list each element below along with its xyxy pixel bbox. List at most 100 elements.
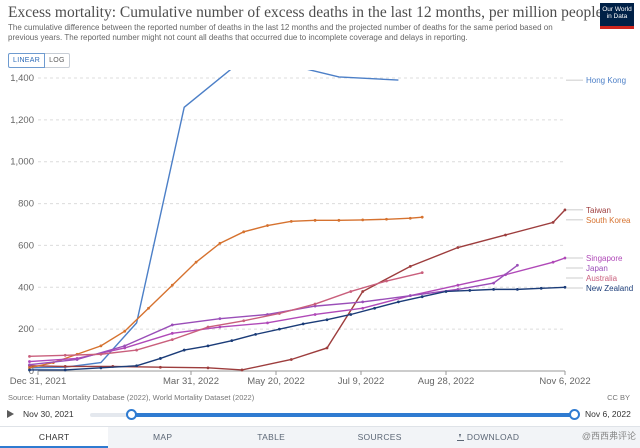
logo-line-1: Our World (602, 6, 632, 13)
data-point (563, 208, 567, 212)
x-tick-label: Aug 28, 2022 (418, 376, 475, 387)
line-chart: 0 200 400 600 800 1,000 1,200 1,400 Dec 31, 2021… (10, 70, 633, 387)
bottom-tab-bar: CHART MAP TABLE SOURCES DOWNLOAD (0, 426, 640, 448)
scale-toggle: LINEAR LOG (8, 53, 70, 68)
data-point (242, 319, 246, 323)
legend-label-new-zealand: New Zealand (586, 284, 633, 293)
owid-logo[interactable]: Our World in Data (600, 3, 634, 29)
data-point (301, 322, 305, 326)
series-line-new-zealand (29, 286, 566, 371)
data-point (289, 358, 293, 361)
chart-header: Excess mortality: Cumulative number of e… (8, 4, 603, 43)
data-point (420, 295, 424, 299)
data-point (444, 290, 448, 293)
timeline-end-date[interactable]: Nov 6, 2022 (585, 409, 631, 419)
data-point (456, 287, 460, 291)
data-point (349, 313, 353, 316)
data-point (278, 327, 281, 331)
data-point (99, 352, 103, 356)
license-link[interactable]: CC BY (607, 393, 630, 402)
data-point (218, 317, 222, 321)
legend-label-japan: Japan (586, 264, 608, 273)
data-point (563, 285, 567, 289)
data-point (170, 338, 174, 342)
data-point (218, 325, 222, 329)
tab-map[interactable]: MAP (108, 427, 216, 448)
data-point (516, 263, 519, 267)
data-point (123, 346, 127, 350)
log-scale-button[interactable]: LOG (45, 53, 70, 68)
data-point (349, 290, 353, 293)
play-icon[interactable] (7, 410, 14, 418)
data-point (28, 366, 31, 370)
tab-chart[interactable]: CHART (0, 427, 109, 448)
data-point (397, 300, 400, 304)
chart-title: Excess mortality: Cumulative number of e… (8, 4, 603, 21)
data-point (147, 306, 150, 310)
data-point (206, 344, 210, 348)
x-tick-label: Nov 6, 2022 (539, 376, 590, 387)
data-point (123, 329, 127, 333)
y-tick-label: 600 (18, 240, 34, 251)
data-point (313, 302, 317, 306)
data-point (218, 241, 222, 245)
data-point (230, 339, 234, 343)
tab-sources[interactable]: SOURCES (325, 427, 433, 448)
data-point (456, 283, 460, 287)
y-tick-label: 400 (18, 282, 34, 293)
legend-label-singapore: Singapore (586, 254, 623, 263)
data-point (182, 348, 186, 352)
data-point (325, 346, 329, 350)
data-point (361, 306, 365, 310)
data-point (123, 344, 127, 348)
data-point (278, 312, 281, 315)
data-point (408, 216, 412, 220)
data-point (75, 358, 79, 361)
data-point (159, 357, 162, 360)
series-line-south-korea (29, 216, 423, 369)
y-tick-label: 800 (18, 199, 34, 210)
tab-sources-label: SOURCES (357, 432, 402, 442)
data-point (337, 218, 341, 222)
tab-download[interactable]: DOWNLOAD (434, 427, 542, 448)
data-point (420, 271, 424, 275)
data-point (63, 368, 67, 372)
timeline-start-handle[interactable] (126, 409, 138, 420)
data-point (313, 218, 317, 222)
data-point (468, 289, 472, 292)
legend-label-south-korea: South Korea (586, 216, 631, 225)
data-point (551, 260, 555, 264)
data-point (135, 348, 139, 352)
data-point (28, 354, 31, 358)
tab-table[interactable]: TABLE (217, 427, 325, 448)
legend-label-australia: Australia (586, 274, 618, 283)
timeline-selected-range[interactable] (131, 413, 574, 417)
data-point (99, 366, 103, 370)
timeline-start-date[interactable]: Nov 30, 2021 (23, 409, 74, 419)
source-note: Source: Human Mortality Database (2022),… (8, 393, 255, 402)
data-point (313, 304, 317, 308)
data-point (373, 306, 376, 310)
data-point (492, 287, 495, 291)
y-tick-label: 1,400 (10, 73, 34, 84)
data-point (408, 264, 412, 268)
linear-scale-button[interactable]: LINEAR (8, 53, 46, 68)
chart-subtitle: The cumulative difference between the re… (8, 23, 553, 42)
data-point (325, 318, 329, 322)
x-tick-label: Mar 31, 2022 (163, 376, 219, 387)
series-line-australia (29, 271, 423, 358)
download-icon (456, 434, 464, 441)
data-point (313, 313, 317, 316)
data-point (135, 364, 139, 368)
data-point (266, 224, 269, 227)
y-tick-label: 1,000 (10, 157, 34, 168)
data-point (170, 331, 174, 335)
data-point (361, 290, 365, 293)
data-point (28, 360, 31, 363)
data-point (63, 364, 67, 368)
data-point (385, 279, 388, 283)
data-point (420, 215, 424, 219)
timeline-end-handle[interactable] (568, 409, 580, 420)
legend-label-taiwan: Taiwan (586, 206, 611, 215)
tab-table-label: TABLE (257, 432, 286, 442)
